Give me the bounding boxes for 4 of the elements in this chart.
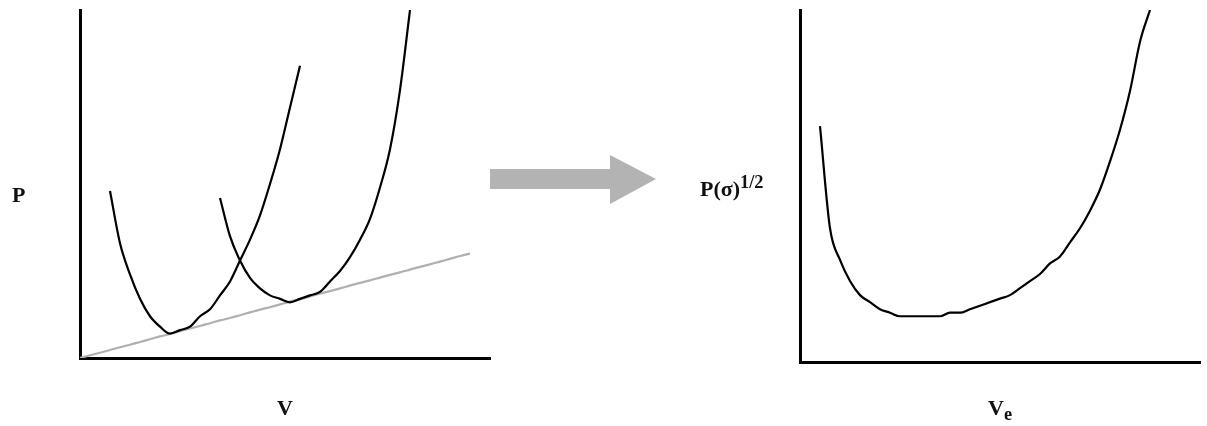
y-axis-title: P(σ)$^{1/2}$ xyxy=(700,172,764,203)
x-axis-title: V$_{e}$ xyxy=(988,395,1013,426)
y-axis-title: P xyxy=(12,182,26,208)
x-axis-title: V xyxy=(277,395,293,421)
